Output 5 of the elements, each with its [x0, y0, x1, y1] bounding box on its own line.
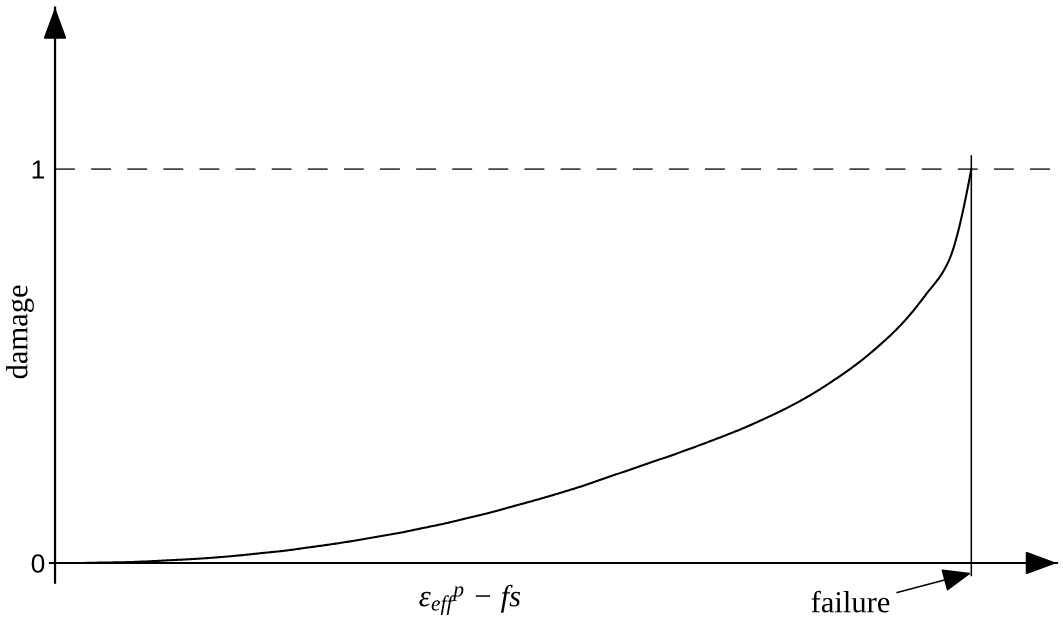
y-tick-label: 0: [31, 554, 45, 573]
text: failure: [811, 590, 890, 613]
y-tick-label: 1: [32, 160, 45, 179]
y-axis-title: damage: [6, 285, 34, 379]
x-axis-title: ε$_{eff}$$^{p}$ − fs: [419, 584, 521, 615]
